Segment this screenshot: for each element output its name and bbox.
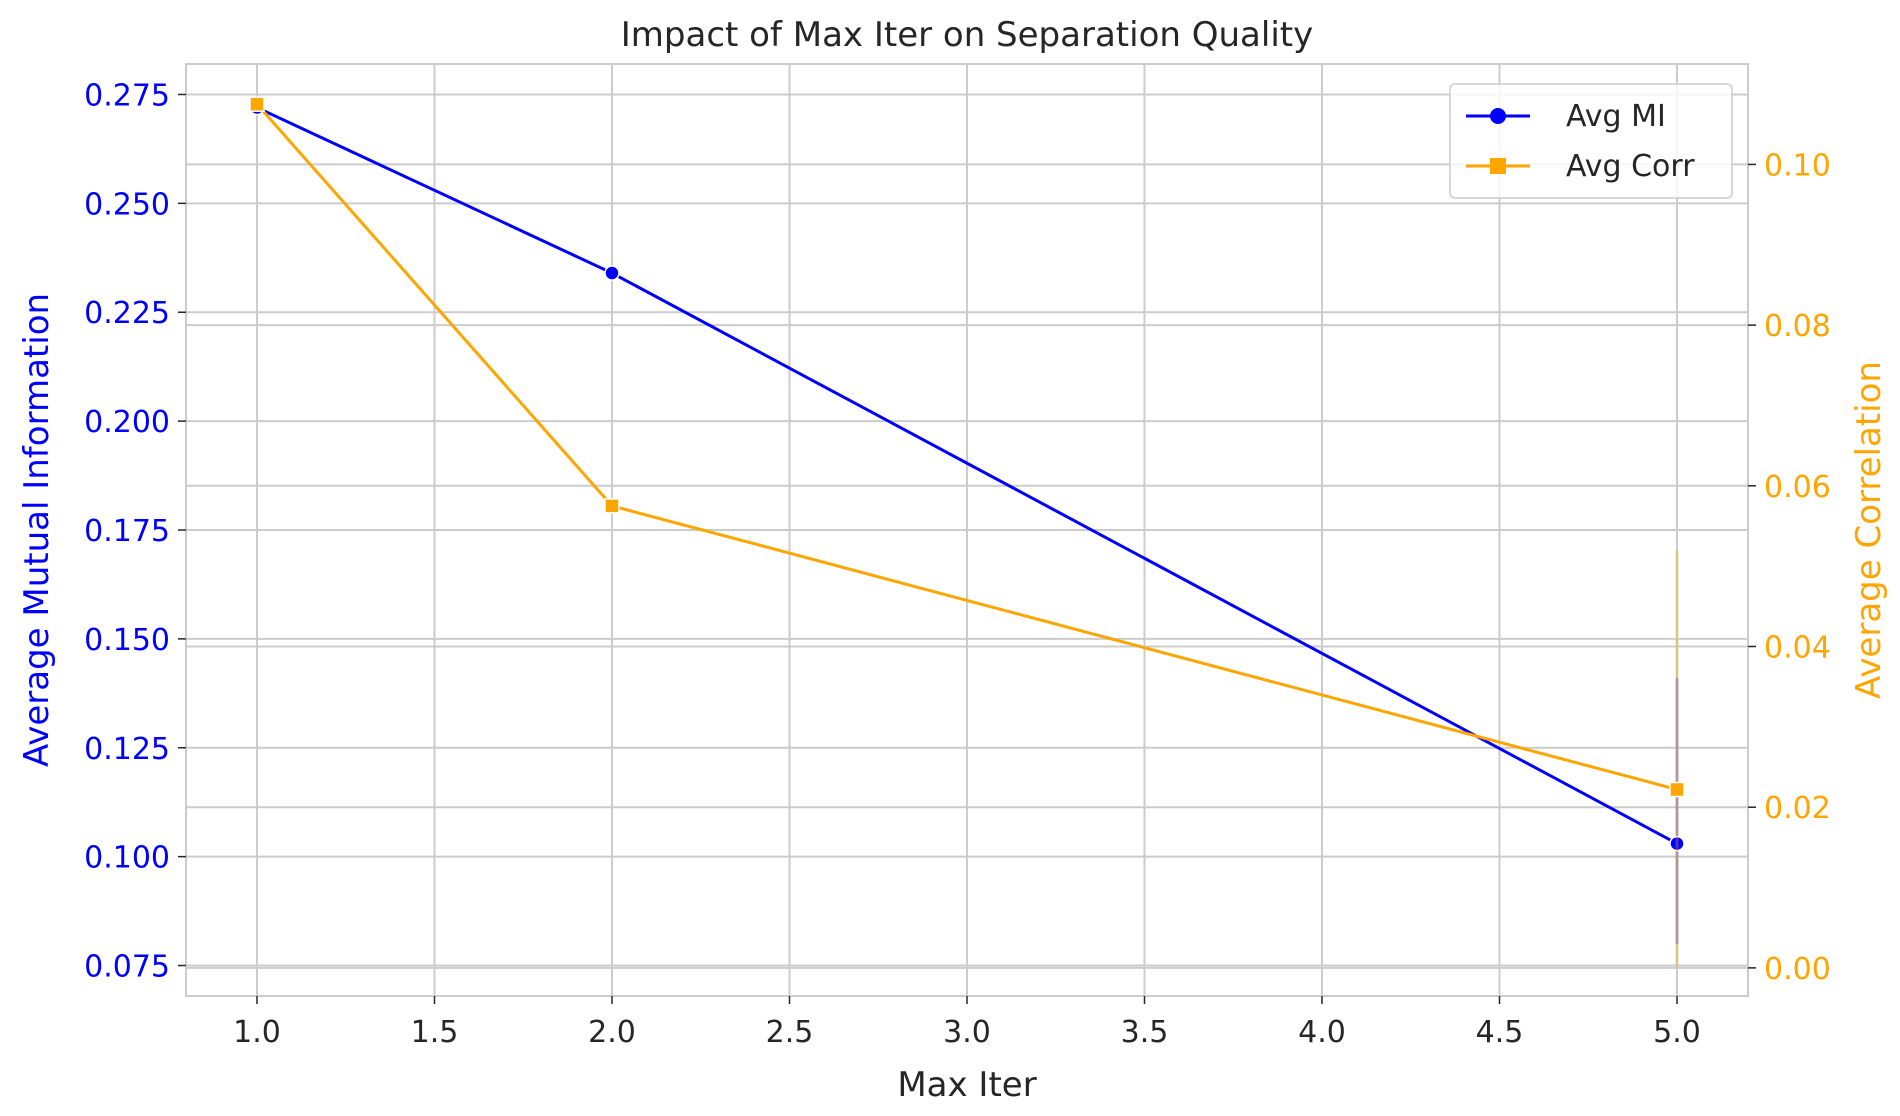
data-point (249, 96, 265, 112)
x-tick-label: 2.0 (588, 1015, 636, 1050)
y-left-tick-label: 0.175 (84, 514, 170, 549)
series-layer (249, 96, 1685, 968)
y-right-tick-label: 0.00 (1764, 952, 1831, 987)
y-left-tick-label: 0.100 (84, 841, 170, 876)
legend: Avg MI Avg Corr (1449, 83, 1733, 199)
legend-label: Avg Corr (1566, 149, 1695, 184)
data-point (1669, 835, 1685, 852)
y-right-tick-label: 0.04 (1764, 631, 1831, 666)
data-point (1669, 781, 1685, 798)
x-tick-label: 2.5 (766, 1015, 814, 1050)
y-left-tick-label: 0.250 (84, 187, 170, 222)
y-left-tick-label: 0.225 (84, 296, 170, 331)
grid-layer (186, 64, 1748, 996)
y-left-tick-label: 0.075 (84, 950, 170, 985)
y-left-tick-label: 0.275 (84, 78, 170, 113)
x-axis-label: Max Iter (897, 1065, 1036, 1105)
y-right-tick-label: 0.06 (1764, 470, 1831, 505)
data-point (604, 265, 620, 281)
y-right-axis-label: Average Correlation (1849, 361, 1889, 699)
x-tick-label: 4.0 (1298, 1015, 1346, 1050)
x-tick-label: 1.5 (411, 1015, 459, 1050)
legend-box (1449, 83, 1733, 199)
legend-item: Avg Corr (1466, 149, 1695, 184)
y-left-tick-label: 0.125 (84, 732, 170, 767)
y-left-tick-label: 0.200 (84, 405, 170, 440)
legend-marker (1490, 158, 1506, 174)
y-left-tick-label: 0.150 (84, 623, 170, 658)
chart-title: Impact of Max Iter on Separation Quality (621, 15, 1313, 55)
legend-label: Avg MI (1566, 99, 1666, 134)
y-left-axis-label: Average Mutual Information (17, 293, 57, 767)
x-tick-label: 3.0 (943, 1015, 991, 1050)
legend-items: Avg MI Avg Corr (1466, 99, 1695, 184)
ticks-layer: 1.0 1.5 2.0 2.5 3.0 3.5 4.0 4.5 5.0 0.075 0.100 0.1… (84, 78, 1831, 1050)
x-tick-label: 5.0 (1653, 1015, 1701, 1050)
y-right-tick-label: 0.02 (1764, 791, 1831, 826)
y-right-tick-label: 0.10 (1764, 148, 1831, 183)
x-tick-label: 3.5 (1121, 1015, 1169, 1050)
legend-item: Avg MI (1466, 99, 1666, 134)
legend-marker (1490, 108, 1506, 124)
data-point (604, 498, 620, 514)
x-tick-label: 1.0 (233, 1015, 281, 1050)
y-right-tick-label: 0.08 (1764, 309, 1831, 344)
x-tick-label: 4.5 (1476, 1015, 1524, 1050)
series-avg-corr (249, 96, 1685, 968)
